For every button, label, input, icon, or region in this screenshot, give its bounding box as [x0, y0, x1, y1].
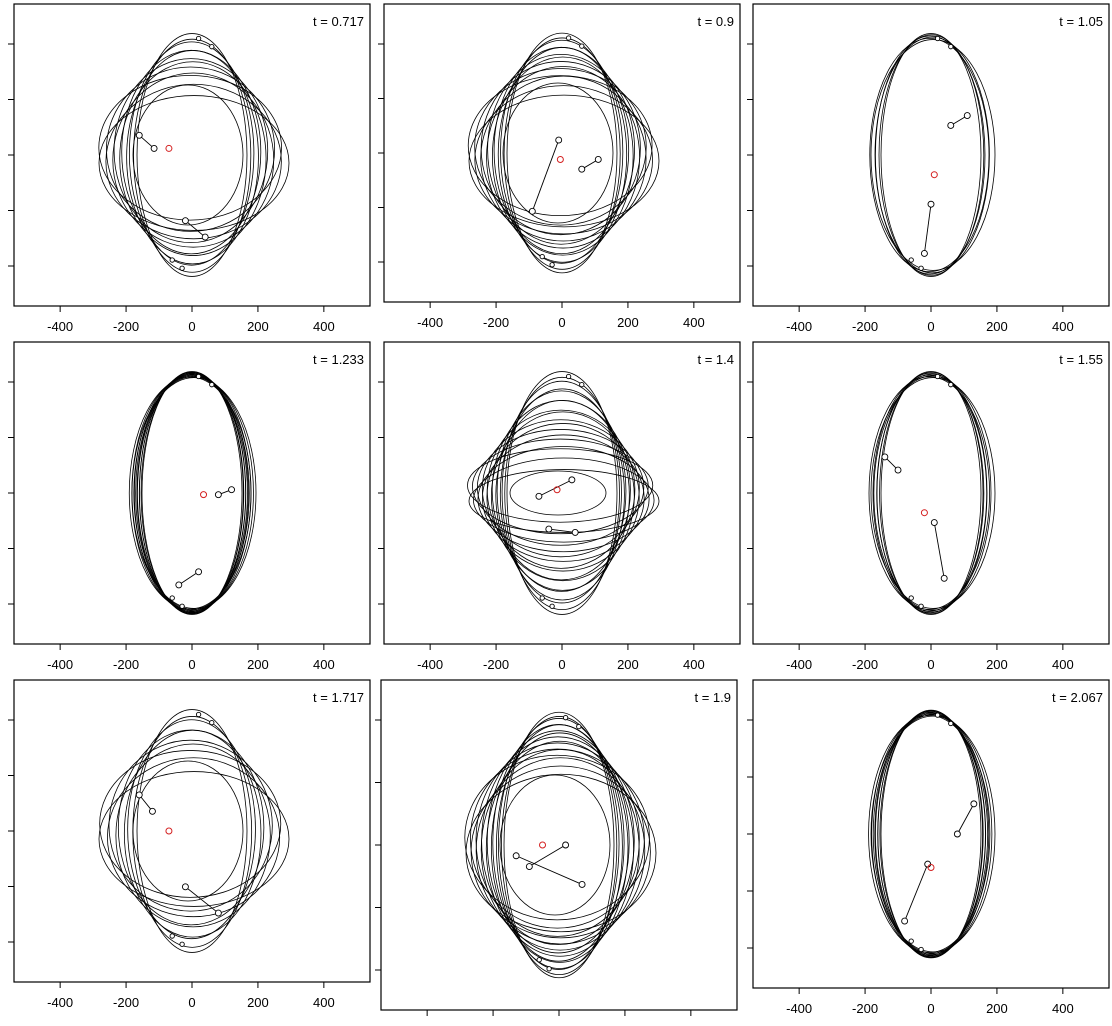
joint-marker	[902, 918, 908, 924]
edge-marker	[935, 713, 939, 717]
x-tick-label: 0	[927, 1001, 934, 1016]
edge-marker	[909, 939, 913, 943]
x-tick-label: 400	[1052, 1001, 1074, 1016]
time-label: t = 2.067	[1052, 690, 1103, 705]
limb-segment	[957, 804, 973, 834]
x-tick-label: 200	[986, 1001, 1008, 1016]
x-tick-label: -400	[786, 1001, 812, 1016]
joint-marker	[954, 831, 960, 837]
plot-frame	[753, 680, 1109, 988]
x-tick-label: -200	[852, 1001, 878, 1016]
limb-segment	[905, 864, 928, 921]
edge-marker	[949, 721, 953, 725]
centroid-marker	[928, 864, 934, 870]
joint-marker	[925, 861, 931, 867]
edge-marker	[919, 947, 923, 951]
trajectory-ellipse	[881, 710, 981, 958]
joint-marker	[971, 801, 977, 807]
